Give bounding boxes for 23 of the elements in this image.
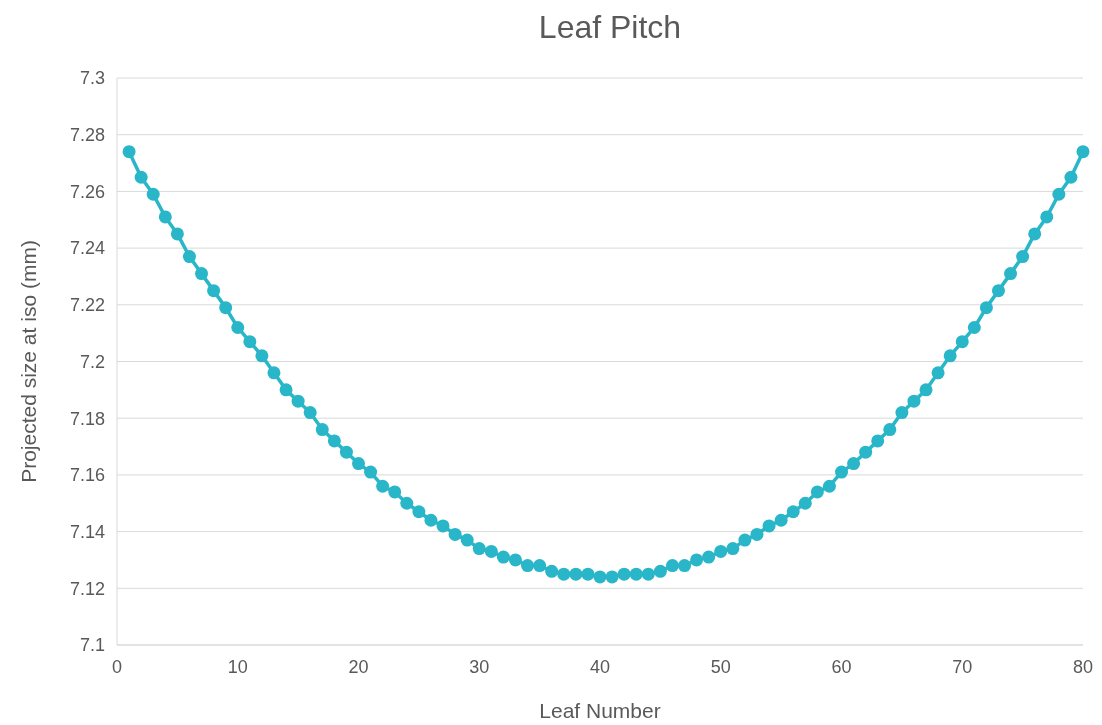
y-tick-label: 7.24 <box>69 238 105 259</box>
chart-title: Leaf Pitch <box>538 9 682 45</box>
y-tick-label: 7.16 <box>69 465 105 486</box>
x-axis-title: Leaf Number <box>539 699 661 722</box>
x-tick-label: 10 <box>227 657 248 677</box>
x-tick-label: 60 <box>831 657 852 677</box>
y-tick-label: 7.2 <box>79 351 105 372</box>
x-tick-label: 20 <box>348 657 369 677</box>
y-tick-label: 7.22 <box>69 295 105 316</box>
x-tick-label: 0 <box>111 657 123 677</box>
y-tick-label: 7.18 <box>69 408 105 429</box>
y-tick-label: 7.3 <box>79 68 105 89</box>
y-tick-label: 7.12 <box>69 578 105 599</box>
x-tick-label: 80 <box>1072 657 1094 677</box>
y-tick-label: 7.14 <box>69 521 105 542</box>
x-tick-label: 70 <box>952 657 973 677</box>
y-tick-label: 7.26 <box>69 181 105 202</box>
y-tick-label: 7.28 <box>69 125 105 145</box>
x-tick-label: 30 <box>469 657 490 677</box>
x-tick-label: 40 <box>589 657 611 677</box>
y-tick-label: 7.1 <box>79 635 105 656</box>
y-axis-title: Projected size at iso (mm) <box>17 240 40 483</box>
x-tick-label: 50 <box>710 657 731 677</box>
